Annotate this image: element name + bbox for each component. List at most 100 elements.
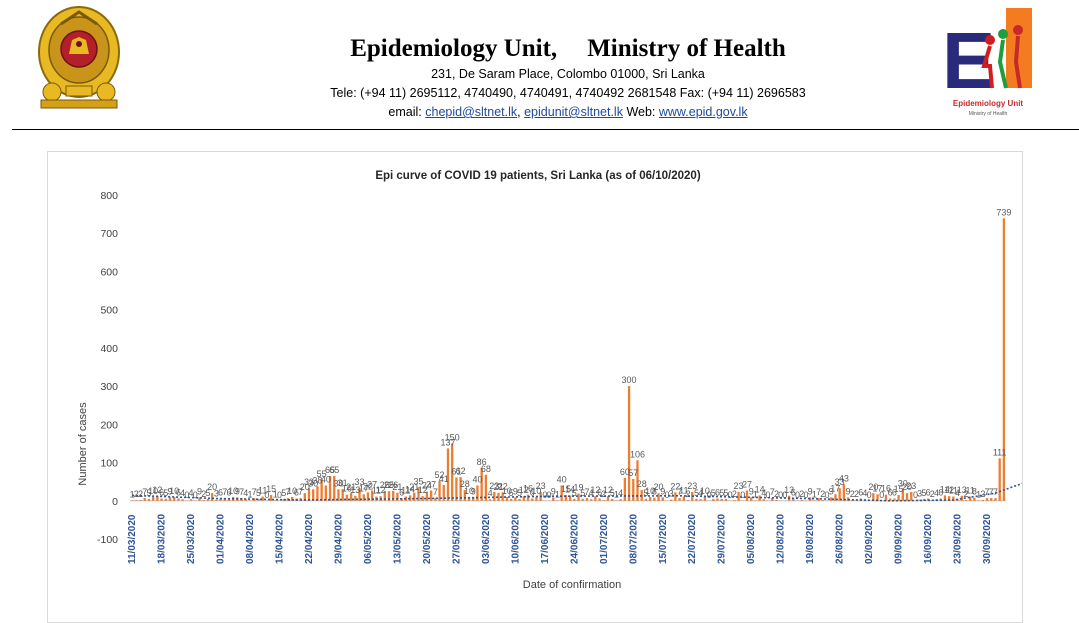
bar [144, 498, 146, 501]
bar [670, 500, 672, 501]
bar [721, 499, 723, 501]
bar [582, 499, 584, 501]
y-tick-label: 300 [100, 381, 118, 393]
organization-title: Epidemiology Unit, Ministry of Health [0, 35, 1079, 63]
email-line: email: chepid@sltnet.lk, epidunit@sltnet… [0, 105, 1079, 119]
epidemiology-unit-logo: E Epidemiology Unit Ministry of Health [940, 6, 1036, 122]
bar [139, 500, 141, 501]
x-tick-label: 25/03/2020 [186, 514, 197, 564]
y-tick-label: -100 [97, 534, 118, 546]
x-tick-label: 13/05/2020 [392, 514, 403, 564]
data-label: 0 [740, 490, 745, 500]
bar [801, 500, 803, 501]
x-tick-label: 12/08/2020 [776, 514, 787, 564]
chart-canvas: Epi curve of COVID 19 patients, Sri Lank… [48, 152, 1022, 622]
chart-title: Epi curve of COVID 19 patients, Sri Lank… [375, 170, 700, 182]
data-label: 40 [321, 474, 331, 484]
bar [152, 497, 154, 501]
x-tick-label: 26/08/2020 [835, 514, 846, 564]
bar [619, 499, 621, 501]
data-label: 300 [622, 375, 637, 385]
bar [712, 499, 714, 501]
bar [535, 497, 537, 501]
bar [590, 499, 592, 501]
bar [169, 497, 171, 500]
bar [990, 498, 992, 501]
x-tick-label: 24/06/2020 [569, 514, 580, 564]
bar [148, 499, 150, 501]
x-tick-label: 17/06/2020 [540, 514, 551, 564]
x-tick-label: 16/09/2020 [923, 514, 934, 564]
header-divider [12, 129, 1079, 130]
x-tick-label: 15/07/2020 [658, 514, 669, 564]
x-tick-label: 19/08/2020 [805, 514, 816, 564]
data-label: 62 [456, 466, 466, 476]
bar-series [131, 218, 1005, 500]
y-tick-label: 600 [100, 266, 118, 278]
bar [994, 498, 996, 501]
bar [510, 499, 512, 501]
bar [316, 486, 318, 501]
phone-line: Tele: (+94 11) 2695112, 4740490, 4740491… [0, 86, 1079, 100]
x-tick-label: 01/07/2020 [599, 514, 610, 564]
bar [906, 493, 908, 501]
bar [573, 499, 575, 501]
data-label: 9 [471, 486, 476, 496]
bar [678, 498, 680, 501]
y-tick-label: 400 [100, 343, 118, 355]
y-tick-label: 100 [100, 458, 118, 470]
web-prefix: Web: [623, 105, 659, 119]
x-tick-label: 05/08/2020 [746, 514, 757, 564]
x-tick-label: 06/05/2020 [363, 514, 374, 564]
y-tick-label: 200 [100, 419, 118, 431]
ministry-name: Ministry of Health [587, 35, 786, 62]
x-tick-label: 22/07/2020 [687, 514, 698, 564]
bar [518, 499, 520, 501]
bar [999, 458, 1001, 500]
bar [986, 498, 988, 501]
bar [733, 500, 735, 501]
email-link-epidunit[interactable]: epidunit@sltnet.lk [524, 105, 623, 119]
bar [160, 498, 162, 500]
x-tick-label: 08/04/2020 [245, 514, 256, 564]
letterhead: Epidemiology Unit, Ministry of Health 231… [0, 0, 1079, 132]
x-axis-title: Date of confirmation [523, 579, 621, 591]
x-tick-label: 01/04/2020 [216, 514, 227, 564]
x-tick-label: 20/05/2020 [422, 514, 433, 564]
y-tick-label: 700 [100, 228, 118, 240]
bar [632, 479, 634, 501]
bar [603, 500, 605, 501]
org-name: Epidemiology Unit, [350, 35, 557, 62]
x-tick-label: 02/09/2020 [864, 514, 875, 564]
data-label: 1 [555, 489, 560, 499]
email-link-chepid[interactable]: chepid@sltnet.lk [425, 105, 517, 119]
bar [215, 500, 217, 501]
data-label: 41 [439, 474, 449, 484]
bar [489, 499, 491, 501]
bar [775, 500, 777, 501]
data-label: 40 [557, 474, 567, 484]
bar [203, 500, 205, 501]
x-tick-label: 11/03/2020 [127, 514, 138, 564]
website-link[interactable]: www.epid.gov.lk [659, 105, 748, 119]
x-tick-label: 29/07/2020 [717, 514, 728, 564]
y-axis-title: Number of cases [77, 402, 89, 486]
bar [700, 499, 702, 501]
address-line: 231, De Saram Place, Colombo 01000, Sri … [0, 67, 1079, 81]
x-tick-label: 29/04/2020 [333, 514, 344, 564]
logo-caption: Epidemiology Unit [953, 99, 1024, 108]
bar [165, 499, 167, 501]
data-label: 57 [628, 468, 638, 478]
data-label: 65 [329, 465, 339, 475]
epi-curve-chart: Epi curve of COVID 19 patients, Sri Lank… [47, 151, 1023, 623]
x-tick-label: 10/06/2020 [510, 514, 521, 564]
y-tick-label: 0 [112, 496, 118, 508]
bar [586, 498, 588, 501]
data-label: 111 [993, 447, 1007, 457]
x-tick-label: 08/07/2020 [628, 514, 639, 564]
x-tick-label: 09/09/2020 [894, 514, 905, 564]
data-label: 7 [993, 487, 998, 497]
bar [207, 499, 209, 501]
bar [1003, 218, 1005, 500]
